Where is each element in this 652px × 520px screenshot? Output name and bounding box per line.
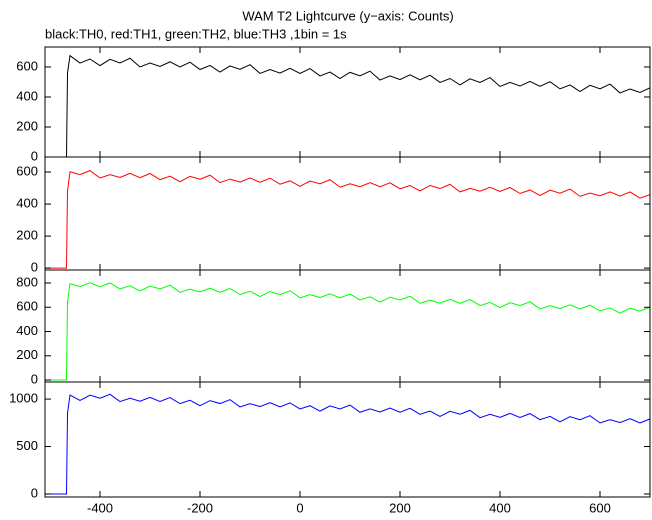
y-tick-label: 200 — [16, 118, 38, 133]
y-tick-label: 0 — [31, 260, 38, 275]
data-line — [45, 170, 651, 269]
y-tick-label: 600 — [16, 163, 38, 178]
y-tick-label: 0 — [31, 371, 38, 386]
y-tick-label: 0 — [31, 485, 38, 500]
panel-frame — [44, 269, 651, 383]
y-tick-label: 200 — [16, 347, 38, 362]
y-tick-label: 400 — [16, 323, 38, 338]
x-tick-label: 0 — [296, 500, 303, 515]
y-tick-label: 200 — [16, 228, 38, 243]
x-tick-label: -400 — [87, 500, 113, 515]
data-line — [45, 393, 651, 495]
chart-subtitle: black:TH0, red:TH1, green:TH2, blue:TH3 … — [45, 26, 347, 41]
data-line — [45, 54, 651, 158]
panel-frame — [44, 381, 651, 498]
x-tick-label: 600 — [589, 500, 611, 515]
x-tick-label: 200 — [389, 500, 411, 515]
chart-title: WAM T2 Lightcurve (y−axis: Counts) — [242, 8, 453, 23]
y-tick-label: 0 — [31, 148, 38, 163]
panel-frame — [44, 156, 651, 271]
y-tick-label: 800 — [16, 274, 38, 289]
y-tick-label: 600 — [16, 299, 38, 314]
y-tick-label: 400 — [16, 88, 38, 103]
y-tick-label: 500 — [16, 438, 38, 453]
x-tick-label: 400 — [489, 500, 511, 515]
y-tick-label: 400 — [16, 195, 38, 210]
y-tick-label: 1000 — [9, 391, 38, 406]
y-tick-label: 600 — [16, 58, 38, 73]
data-line — [45, 282, 651, 381]
x-tick-label: -200 — [187, 500, 213, 515]
